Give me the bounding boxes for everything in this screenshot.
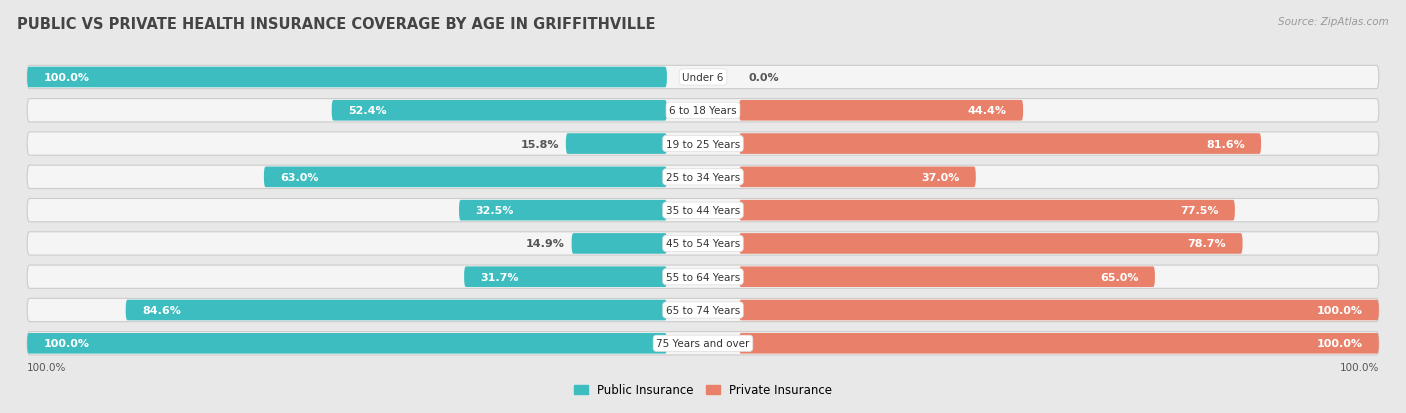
- FancyBboxPatch shape: [740, 167, 976, 188]
- FancyBboxPatch shape: [27, 232, 1379, 256]
- Text: PUBLIC VS PRIVATE HEALTH INSURANCE COVERAGE BY AGE IN GRIFFITHVILLE: PUBLIC VS PRIVATE HEALTH INSURANCE COVER…: [17, 17, 655, 31]
- FancyBboxPatch shape: [27, 333, 666, 354]
- Text: 63.0%: 63.0%: [280, 173, 319, 183]
- FancyBboxPatch shape: [740, 200, 1234, 221]
- Text: 45 to 54 Years: 45 to 54 Years: [666, 239, 740, 249]
- Text: 81.6%: 81.6%: [1206, 139, 1244, 149]
- FancyBboxPatch shape: [572, 233, 666, 254]
- Text: 84.6%: 84.6%: [142, 305, 181, 315]
- Text: 19 to 25 Years: 19 to 25 Years: [666, 139, 740, 149]
- Text: 100.0%: 100.0%: [44, 73, 90, 83]
- FancyBboxPatch shape: [464, 267, 666, 287]
- FancyBboxPatch shape: [27, 199, 1379, 222]
- FancyBboxPatch shape: [27, 299, 1379, 322]
- FancyBboxPatch shape: [27, 100, 1379, 123]
- FancyBboxPatch shape: [27, 332, 1379, 355]
- Text: 77.5%: 77.5%: [1180, 206, 1219, 216]
- Text: 25 to 34 Years: 25 to 34 Years: [666, 173, 740, 183]
- FancyBboxPatch shape: [565, 134, 666, 154]
- FancyBboxPatch shape: [740, 233, 1243, 254]
- Text: 52.4%: 52.4%: [349, 106, 387, 116]
- Text: 100.0%: 100.0%: [1316, 305, 1362, 315]
- Text: 100.0%: 100.0%: [27, 362, 66, 373]
- Text: 65.0%: 65.0%: [1099, 272, 1139, 282]
- Text: 6 to 18 Years: 6 to 18 Years: [669, 106, 737, 116]
- FancyBboxPatch shape: [27, 66, 1379, 89]
- Text: 31.7%: 31.7%: [481, 272, 519, 282]
- Text: 75 Years and over: 75 Years and over: [657, 339, 749, 349]
- FancyBboxPatch shape: [740, 101, 1024, 121]
- FancyBboxPatch shape: [125, 300, 666, 320]
- FancyBboxPatch shape: [740, 267, 1154, 287]
- FancyBboxPatch shape: [332, 101, 666, 121]
- FancyBboxPatch shape: [27, 67, 666, 88]
- Text: 100.0%: 100.0%: [44, 339, 90, 349]
- Text: 55 to 64 Years: 55 to 64 Years: [666, 272, 740, 282]
- FancyBboxPatch shape: [27, 266, 1379, 289]
- Text: 100.0%: 100.0%: [1340, 362, 1379, 373]
- FancyBboxPatch shape: [740, 134, 1261, 154]
- Text: 78.7%: 78.7%: [1188, 239, 1226, 249]
- Legend: Public Insurance, Private Insurance: Public Insurance, Private Insurance: [569, 379, 837, 401]
- Text: 100.0%: 100.0%: [1316, 339, 1362, 349]
- Text: 32.5%: 32.5%: [475, 206, 513, 216]
- FancyBboxPatch shape: [27, 133, 1379, 156]
- FancyBboxPatch shape: [27, 166, 1379, 189]
- Text: 15.8%: 15.8%: [520, 139, 560, 149]
- Text: 44.4%: 44.4%: [967, 106, 1007, 116]
- FancyBboxPatch shape: [740, 300, 1379, 320]
- Text: Under 6: Under 6: [682, 73, 724, 83]
- Text: 65 to 74 Years: 65 to 74 Years: [666, 305, 740, 315]
- FancyBboxPatch shape: [458, 200, 666, 221]
- Text: 0.0%: 0.0%: [749, 73, 779, 83]
- Text: 14.9%: 14.9%: [526, 239, 565, 249]
- Text: Source: ZipAtlas.com: Source: ZipAtlas.com: [1278, 17, 1389, 26]
- Text: 37.0%: 37.0%: [921, 173, 959, 183]
- FancyBboxPatch shape: [740, 333, 1379, 354]
- Text: 35 to 44 Years: 35 to 44 Years: [666, 206, 740, 216]
- FancyBboxPatch shape: [264, 167, 666, 188]
